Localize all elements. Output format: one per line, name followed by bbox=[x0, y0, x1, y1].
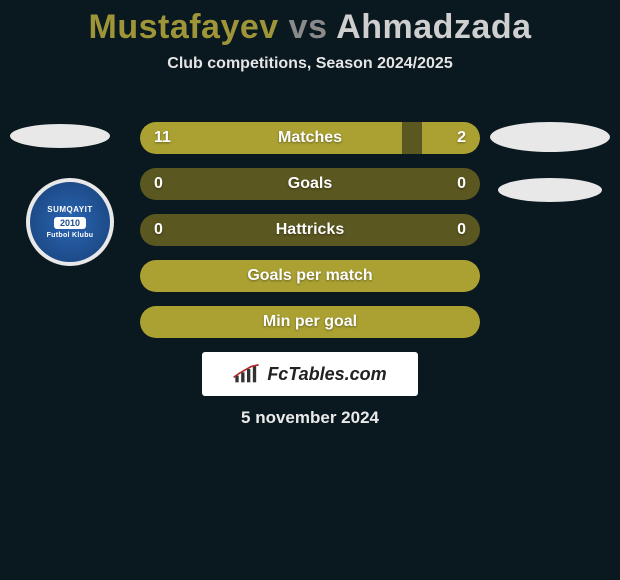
player1-name: Mustafayev bbox=[89, 8, 279, 46]
club-crest: SUMQAYIT 2010 Futbol Klubu bbox=[26, 178, 114, 266]
chart-icon bbox=[233, 364, 261, 384]
stat-bar-row: 00Hattricks bbox=[140, 214, 480, 246]
stat-bars: 112Matches 00Goals 00Hattricks Goals per ma… bbox=[140, 122, 480, 352]
branding-box: FcTables.com bbox=[202, 352, 418, 396]
bar-label: Matches bbox=[140, 129, 480, 147]
subtitle: Club competitions, Season 2024/2025 bbox=[0, 55, 620, 73]
stat-bar-row: 00Goals bbox=[140, 168, 480, 200]
comparison-title: Mustafayev vs Ahmadzada bbox=[0, 0, 620, 47]
crest-top-text: SUMQAYIT bbox=[47, 205, 93, 214]
branding-text: FcTables.com bbox=[267, 364, 386, 385]
crest-bottom-text: Futbol Klubu bbox=[47, 232, 94, 239]
placeholder-ellipse bbox=[490, 122, 610, 152]
vs-text: vs bbox=[289, 8, 328, 46]
date-text: 5 november 2024 bbox=[0, 408, 620, 428]
bar-label: Min per goal bbox=[140, 313, 480, 331]
stat-bar-row: Min per goal bbox=[140, 306, 480, 338]
placeholder-ellipse bbox=[498, 178, 602, 202]
bar-label: Goals bbox=[140, 175, 480, 193]
placeholder-ellipse bbox=[10, 124, 110, 148]
stat-bar-row: 112Matches bbox=[140, 122, 480, 154]
stat-bar-row: Goals per match bbox=[140, 260, 480, 292]
bar-label: Hattricks bbox=[140, 221, 480, 239]
bar-label: Goals per match bbox=[140, 267, 480, 285]
player2-name: Ahmadzada bbox=[336, 8, 531, 46]
crest-year: 2010 bbox=[54, 217, 86, 229]
